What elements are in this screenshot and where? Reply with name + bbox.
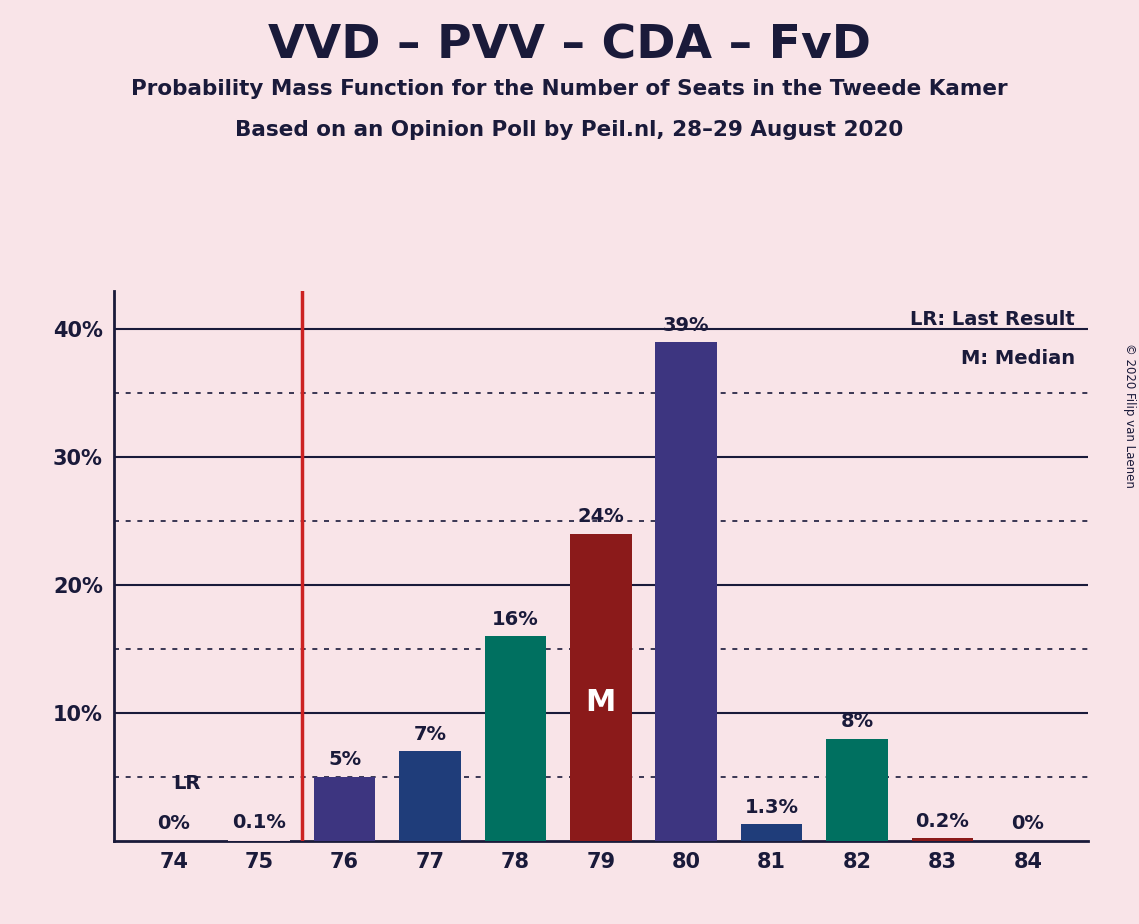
Text: 16%: 16% — [492, 610, 539, 628]
Text: 39%: 39% — [663, 315, 710, 334]
Bar — [740, 824, 802, 841]
Text: LR: LR — [173, 773, 202, 793]
Text: 0%: 0% — [157, 814, 190, 833]
Text: M: M — [585, 688, 616, 717]
Text: 24%: 24% — [577, 507, 624, 527]
Text: M: Median: M: Median — [961, 348, 1075, 368]
Bar — [911, 838, 973, 841]
Bar — [655, 342, 716, 841]
Text: 0%: 0% — [1011, 814, 1044, 833]
Text: 0.2%: 0.2% — [916, 811, 969, 831]
Bar — [313, 777, 375, 841]
Text: VVD – PVV – CDA – FvD: VVD – PVV – CDA – FvD — [268, 23, 871, 68]
Text: Probability Mass Function for the Number of Seats in the Tweede Kamer: Probability Mass Function for the Number… — [131, 79, 1008, 99]
Bar — [399, 751, 460, 841]
Text: 8%: 8% — [841, 711, 874, 731]
Text: LR: Last Result: LR: Last Result — [910, 310, 1075, 329]
Bar — [228, 840, 289, 841]
Bar — [826, 738, 887, 841]
Text: 0.1%: 0.1% — [232, 813, 286, 832]
Bar — [484, 637, 546, 841]
Text: 5%: 5% — [328, 750, 361, 770]
Bar — [570, 534, 631, 841]
Text: 1.3%: 1.3% — [745, 797, 798, 817]
Text: 7%: 7% — [413, 724, 446, 744]
Text: © 2020 Filip van Laenen: © 2020 Filip van Laenen — [1123, 344, 1137, 488]
Text: Based on an Opinion Poll by Peil.nl, 28–29 August 2020: Based on an Opinion Poll by Peil.nl, 28–… — [236, 120, 903, 140]
